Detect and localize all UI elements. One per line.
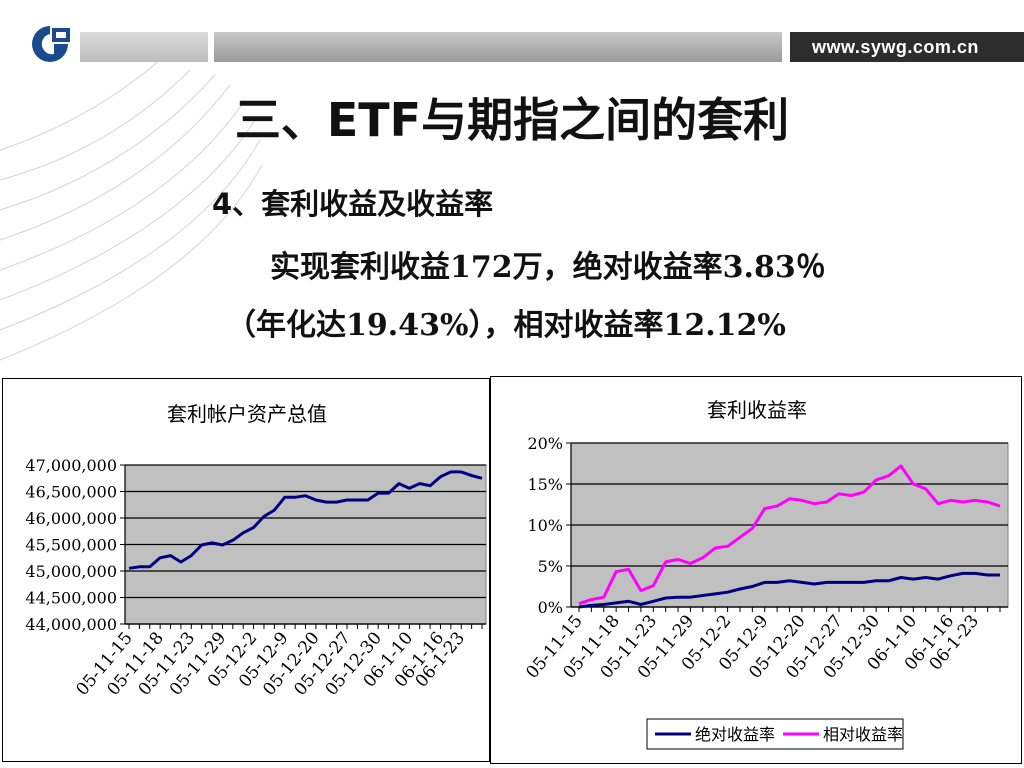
y-tick-label: 45,500,000 (25, 536, 117, 555)
header-bar-segment-3 (790, 32, 1024, 62)
header-bar-segment-2 (214, 32, 782, 62)
legend-label: 绝对收益率 (695, 725, 775, 744)
body-text-line-1: 实现套利收益172万，绝对收益率3.83％ (270, 250, 826, 285)
chart-title: 套利收益率 (707, 398, 807, 422)
y-tick-label: 10% (527, 516, 563, 535)
series-line-1 (578, 464, 1001, 606)
slide-subtitle: 4、套利收益及收益率 (212, 187, 494, 221)
header-bar-segment-1 (80, 32, 208, 62)
y-tick-label: 20% (527, 434, 563, 453)
website-url[interactable]: www.sywg.com.cn (812, 37, 979, 57)
company-logo (32, 26, 70, 62)
y-tick-label: 47,000,000 (25, 456, 117, 475)
y-tick-label: 5% (538, 557, 563, 576)
series-line-0 (128, 470, 483, 570)
chart-return-rate-svg: 套利收益率20%15%10%5%0%05-11-1505-11-1805-11-… (522, 398, 1009, 750)
chart-account-value-svg: 套利帐户资产总值 47,000,000 46,500,000 46,000,000 45… (25, 402, 487, 700)
legend-label: 相对收益率 (823, 725, 903, 744)
body-text-line-2: （年化达19.43%），相对收益率12.12% (226, 308, 786, 343)
y-tick-label: 46,500,000 (25, 483, 117, 502)
y-tick-label: 44,000,000 (25, 615, 117, 634)
header-bar: www.sywg.com.cn (0, 0, 1024, 70)
y-tick-label: 46,000,000 (25, 509, 117, 528)
y-tick-label: 0% (538, 598, 563, 617)
series-line-0 (578, 571, 1000, 609)
chart-title: 套利帐户资产总值 (167, 402, 327, 426)
y-tick-label: 45,000,000 (25, 562, 117, 581)
y-tick-label: 15% (527, 475, 563, 494)
chart-return-rate: 套利收益率 20% 15% 10% 5% 0% 05-11-15 05-11-18 05-11-… (490, 376, 1022, 764)
chart-account-value: 套利帐户资产总值 47,000,000 46,500,000 46,000,000 45… (2, 378, 490, 762)
slide-title: 三、ETF与期指之间的套利 (234, 93, 790, 147)
y-tick-label: 44,500,000 (25, 589, 117, 608)
